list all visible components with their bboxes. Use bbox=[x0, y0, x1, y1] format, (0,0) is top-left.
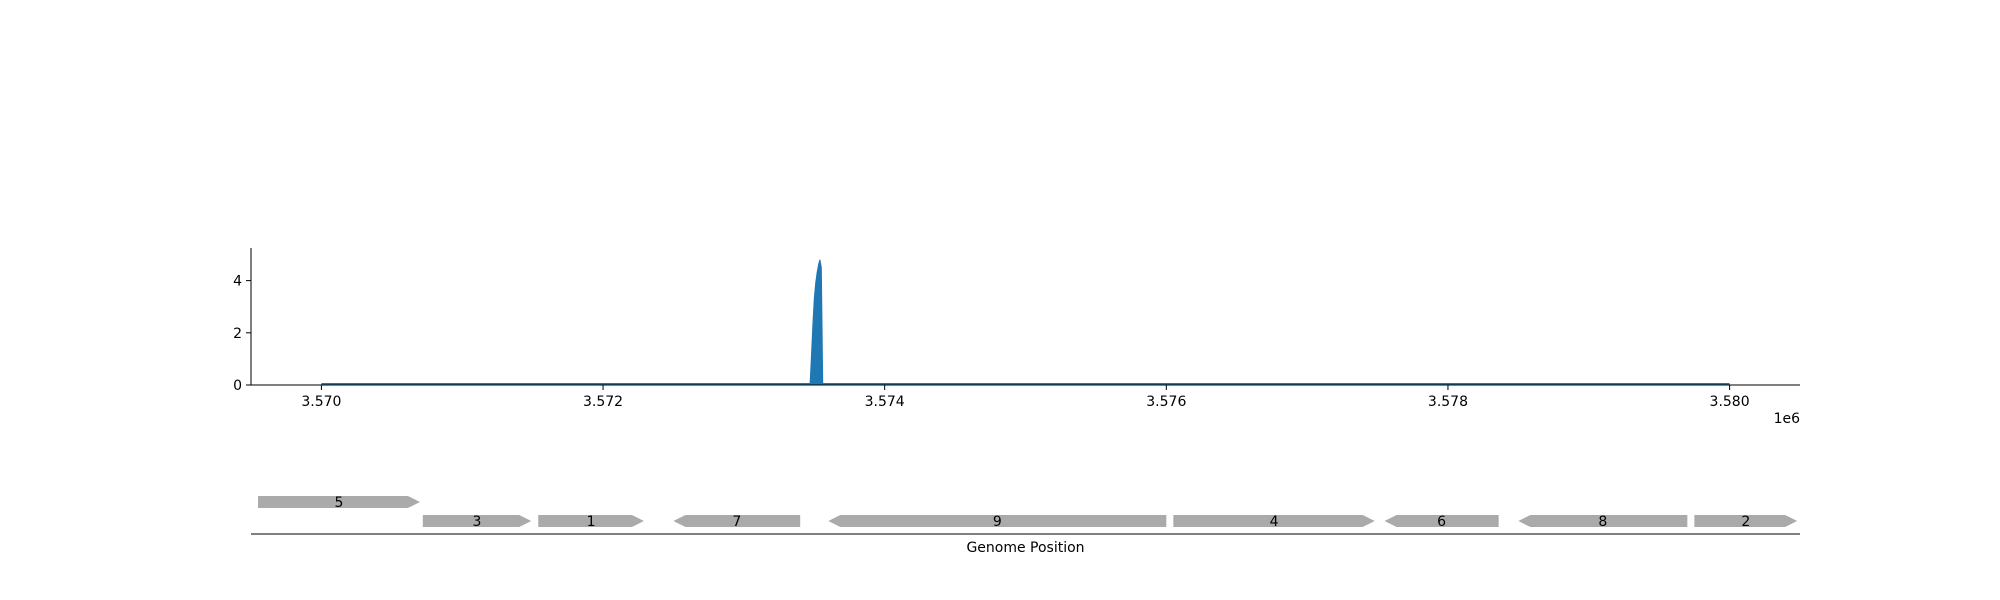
gene-arrow-shape bbox=[828, 515, 1167, 527]
gene-3: 3 bbox=[422, 514, 532, 530]
gene-arrow-shape bbox=[1173, 515, 1375, 527]
gene-label: 8 bbox=[1598, 514, 1607, 530]
y-tick-label: 0 bbox=[233, 378, 242, 394]
coverage-area-0 bbox=[809, 259, 824, 386]
gene-4: 4 bbox=[1173, 514, 1375, 530]
x-tick-label: 3.580 bbox=[1710, 394, 1750, 410]
gene-2: 2 bbox=[1694, 514, 1798, 530]
x-tick-label: 3.576 bbox=[1146, 394, 1186, 410]
gene-arrow-shape bbox=[538, 515, 644, 527]
gene-label: 6 bbox=[1437, 514, 1446, 530]
x-tick-label: 3.578 bbox=[1428, 394, 1468, 410]
gene-7: 7 bbox=[673, 514, 801, 530]
x-tick-label: 3.570 bbox=[301, 394, 341, 410]
gene-arrow-shape bbox=[1384, 515, 1499, 527]
gene-5: 5 bbox=[258, 495, 420, 511]
coverage-plot: 3.570 3.572 3.574 3.576 3.578 3.580 0 2 4 1e6 bbox=[233, 248, 1800, 427]
gene-label: 7 bbox=[732, 514, 741, 530]
gene-1: 1 bbox=[538, 514, 644, 530]
gene-arrow-shape bbox=[422, 515, 532, 527]
gene-label: 1 bbox=[587, 514, 596, 530]
track-xlabel: Genome Position bbox=[966, 540, 1084, 556]
gene-label: 4 bbox=[1270, 514, 1279, 530]
gene-arrow-shape bbox=[673, 515, 801, 527]
y-tick-label: 4 bbox=[233, 274, 242, 290]
gene-9: 9 bbox=[828, 514, 1167, 530]
gene-label: 5 bbox=[335, 495, 344, 511]
x-offset-label: 1e6 bbox=[1774, 411, 1801, 427]
gene-arrow-shape bbox=[1518, 515, 1688, 527]
coverage-area-group bbox=[809, 259, 824, 386]
gene-8: 8 bbox=[1518, 514, 1688, 530]
gene-track: 5 3 1 7 9 4 6 8 2 Genome Position bbox=[251, 495, 1800, 556]
y-tick-label: 2 bbox=[233, 326, 242, 342]
gene-arrows: 5 3 1 7 9 4 6 8 2 bbox=[258, 495, 1798, 530]
gene-arrow-shape bbox=[258, 496, 420, 508]
x-tick-label: 3.574 bbox=[865, 394, 905, 410]
x-ticks: 3.570 3.572 3.574 3.576 3.578 3.580 bbox=[301, 385, 1750, 410]
gene-arrow-shape bbox=[1694, 515, 1798, 527]
y-ticks: 0 2 4 bbox=[233, 274, 251, 394]
gene-label: 3 bbox=[473, 514, 482, 530]
x-tick-label: 3.572 bbox=[583, 394, 623, 410]
gene-6: 6 bbox=[1384, 514, 1499, 530]
gene-label: 2 bbox=[1741, 514, 1750, 530]
gene-label: 9 bbox=[993, 514, 1002, 530]
